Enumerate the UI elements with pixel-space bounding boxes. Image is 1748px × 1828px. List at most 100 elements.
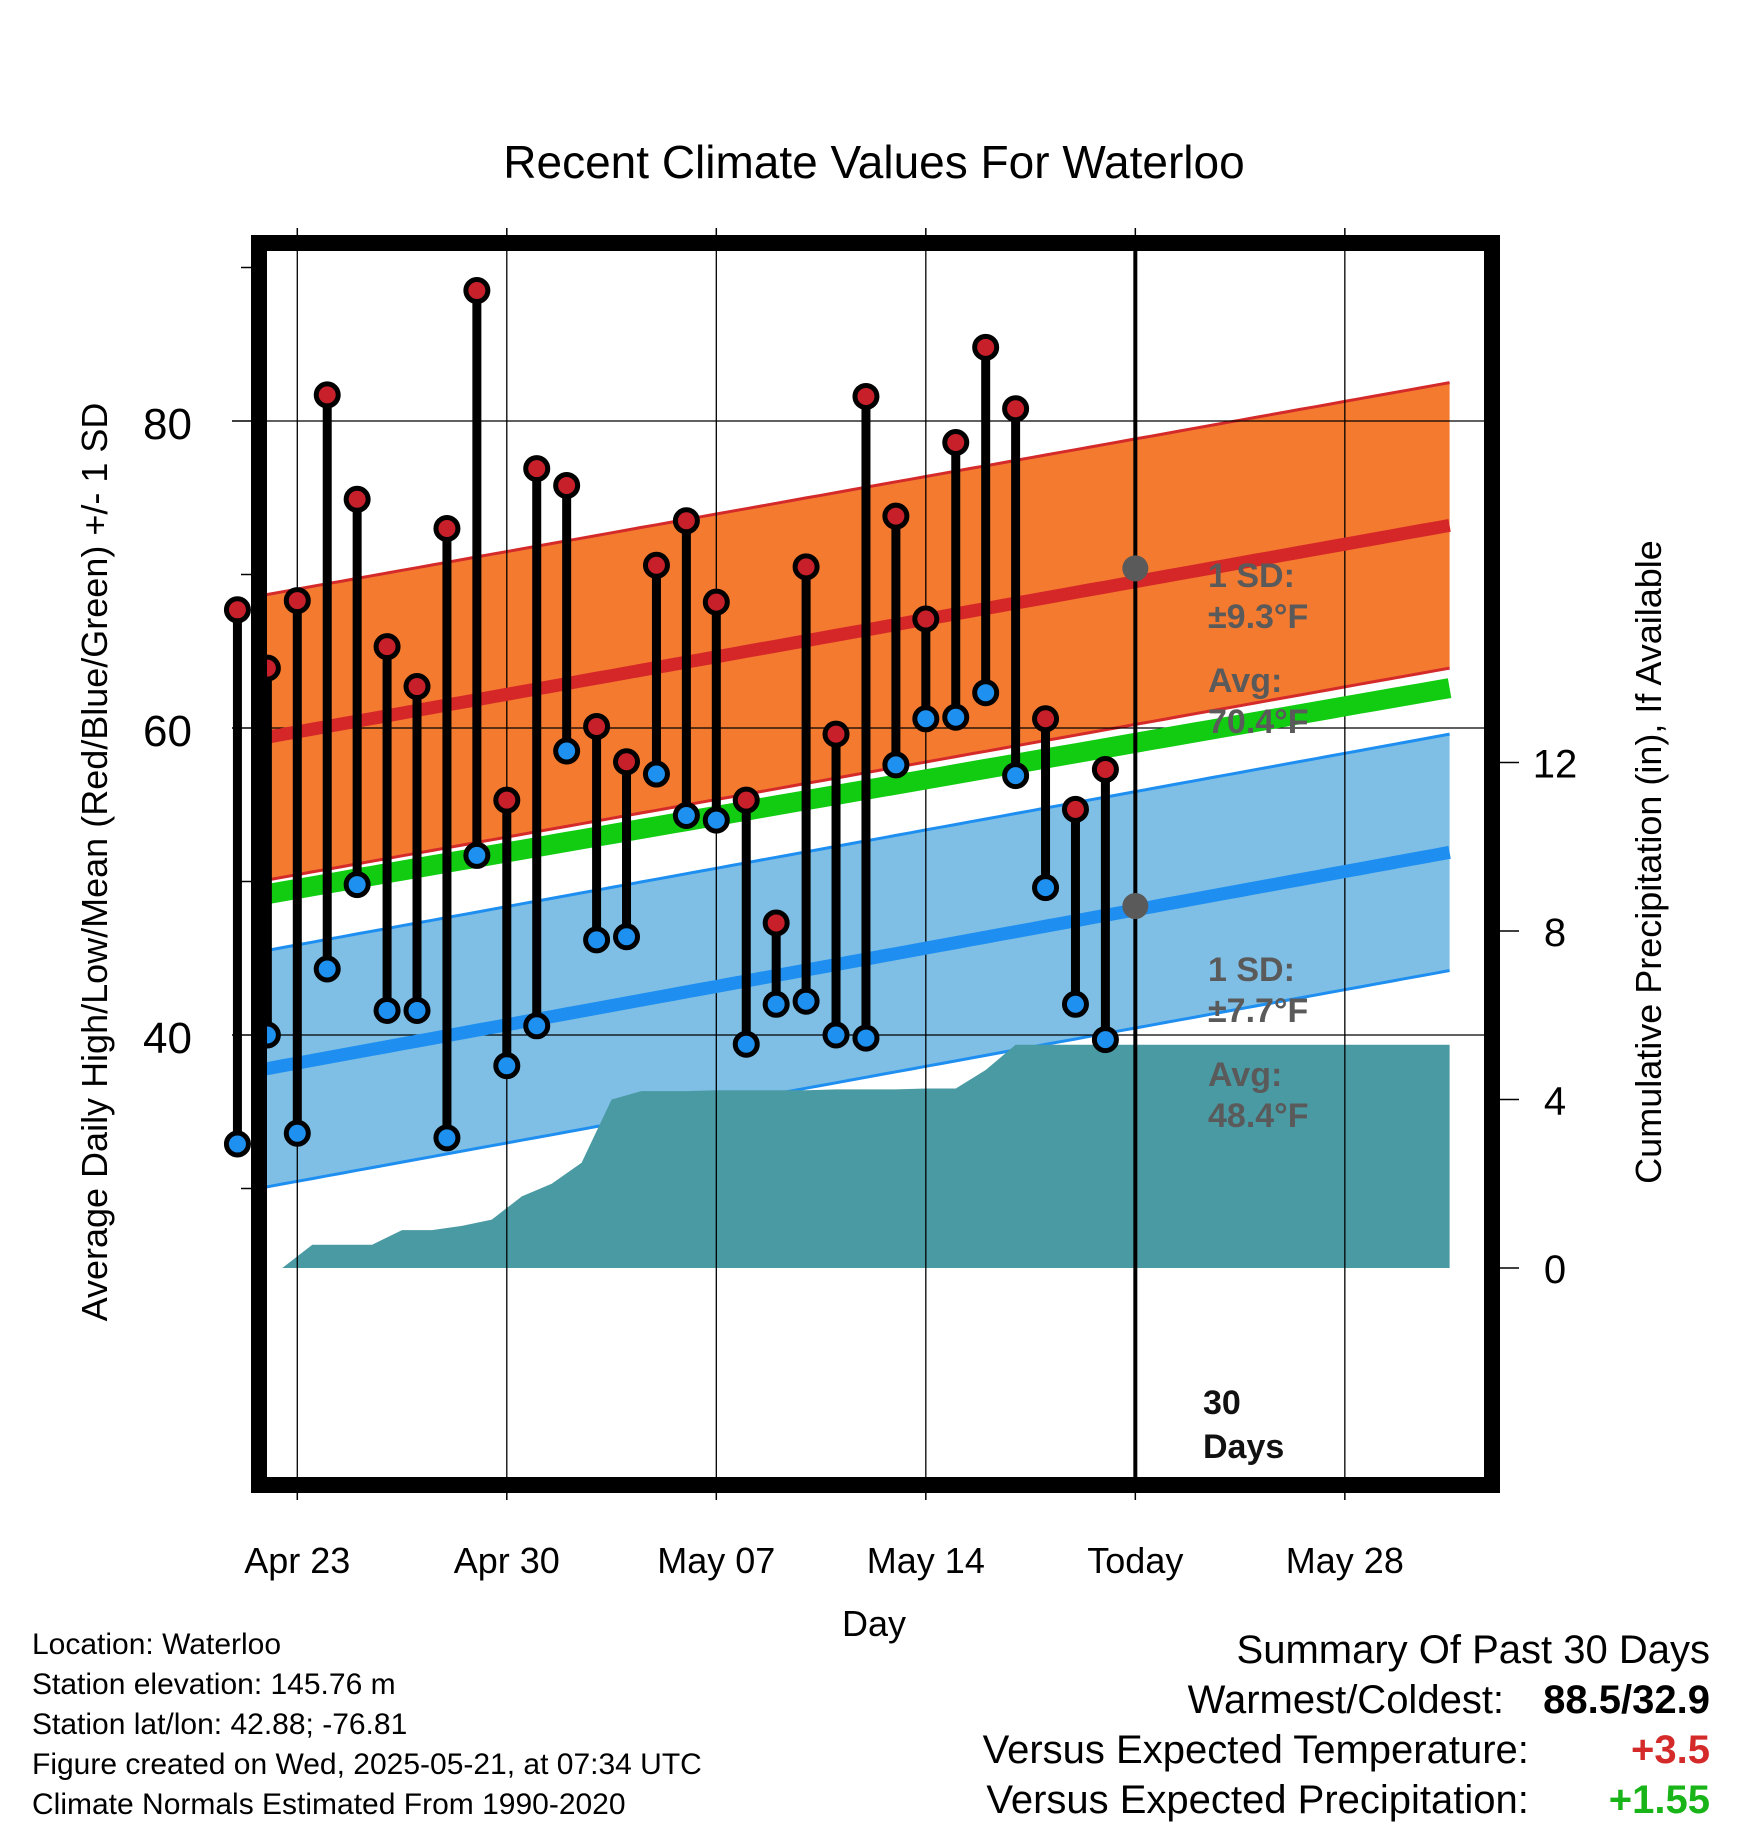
left-axis-label: Average Daily High/Low/Mean (Red/Blue/Gr… xyxy=(74,403,115,1322)
days-count-label: 30 xyxy=(1203,1384,1241,1422)
axes: Apr 23 Apr 30 May 07 May 14 Today May 2840608… xyxy=(143,228,1577,1581)
location-text: Location: Waterloo xyxy=(32,1628,282,1661)
high-temp-point xyxy=(523,455,551,483)
low-temp-point xyxy=(403,996,431,1024)
low-temp-point xyxy=(553,737,581,765)
temperature-departure-row: Versus Expected Temperature: +3.5 xyxy=(983,1725,1710,1775)
high-band-upper-edge xyxy=(265,381,1450,597)
low-temp-point xyxy=(433,1124,461,1152)
low-temp-point xyxy=(672,801,700,829)
days-word-label: Days xyxy=(1203,1428,1284,1466)
high-temp-point xyxy=(792,553,820,581)
low-temp-point xyxy=(223,1130,251,1158)
high-temp-point xyxy=(1091,755,1119,783)
temperature-departure-value: +3.5 xyxy=(1631,1728,1710,1772)
low-temp-point xyxy=(732,1030,760,1058)
x-tick-label: May 07 xyxy=(657,1540,775,1581)
low-temp-point xyxy=(942,703,970,731)
high-temp-point xyxy=(283,587,311,615)
high-temp-point xyxy=(403,673,431,701)
warmest-coldest-row: Warmest/Coldest: 88.5/32.9 xyxy=(983,1675,1710,1725)
summary-panel: Summary Of Past 30 Days Warmest/Coldest:… xyxy=(983,1625,1710,1825)
low-temp-point xyxy=(373,996,401,1024)
right-y-tick-label: 4 xyxy=(1544,1080,1566,1124)
high-temp-point xyxy=(373,633,401,661)
low-temp-point xyxy=(313,955,341,983)
low-temp-point xyxy=(1032,874,1060,902)
low-sd-label: 1 SD: xyxy=(1208,951,1295,989)
x-tick-label: Apr 30 xyxy=(454,1540,560,1581)
high-temp-point xyxy=(822,720,850,748)
high-temp-point xyxy=(343,485,371,513)
high-temp-point xyxy=(852,382,880,410)
low-normal-line xyxy=(265,845,1451,1076)
low-temp-point xyxy=(283,1119,311,1147)
high-temp-point xyxy=(223,596,251,624)
low-temp-point xyxy=(972,679,1000,707)
high-temp-point xyxy=(762,909,790,937)
right-y-tick-label: 0 xyxy=(1544,1248,1566,1292)
y-tick-label: 80 xyxy=(143,400,192,449)
low-temp-point xyxy=(882,751,910,779)
high-temp-point xyxy=(1032,705,1060,733)
precip-area xyxy=(282,1044,1450,1268)
warmest-coldest-label: Warmest/Coldest: xyxy=(1187,1678,1505,1722)
right-y-tick-label: 12 xyxy=(1533,743,1578,787)
low-temp-point xyxy=(792,987,820,1015)
low-temp-point xyxy=(583,926,611,954)
high-temp-point xyxy=(613,748,641,776)
low-temp-point xyxy=(613,923,641,951)
warmest-coldest-value: 88.5/32.9 xyxy=(1543,1678,1710,1722)
high-avg-today-point xyxy=(1122,555,1149,582)
low-temp-point xyxy=(523,1012,551,1040)
high-sd-label: 1 SD: xyxy=(1208,557,1295,595)
low-band-lower-edge xyxy=(265,969,1450,1189)
y-tick-label: 40 xyxy=(143,1014,192,1063)
daily-bars xyxy=(223,277,1119,1158)
low-sd-value: ±7.7°F xyxy=(1208,992,1308,1030)
precipitation-departure-value: +1.55 xyxy=(1608,1778,1710,1822)
high-temp-point xyxy=(972,333,1000,361)
low-temp-point xyxy=(1061,990,1089,1018)
high-temp-point xyxy=(702,588,730,616)
low-avg-today-point xyxy=(1122,893,1149,920)
x-tick-label: May 14 xyxy=(867,1540,985,1581)
low-avg-value: 48.4°F xyxy=(1208,1097,1309,1135)
high-temp-point xyxy=(1002,395,1030,423)
normals-text: Climate Normals Estimated From 1990-2020 xyxy=(32,1788,626,1821)
high-temp-point xyxy=(732,786,760,814)
low-temp-point xyxy=(762,990,790,1018)
high-temp-point xyxy=(493,786,521,814)
x-tick-label: May 28 xyxy=(1286,1540,1404,1581)
high-temp-point xyxy=(553,471,581,499)
x-tick-label: Today xyxy=(1087,1540,1183,1581)
low-temp-point xyxy=(1002,762,1030,790)
high-temp-point xyxy=(1061,795,1089,823)
right-axis-label: Cumulative Precipitation (in), If Availa… xyxy=(1628,540,1669,1184)
low-temp-point xyxy=(1091,1026,1119,1054)
precipitation-area xyxy=(282,1044,1450,1268)
low-temp-point xyxy=(493,1052,521,1080)
elevation-text: Station elevation: 145.76 m xyxy=(32,1668,396,1701)
high-temp-point xyxy=(583,712,611,740)
high-sd-value: ±9.3°F xyxy=(1208,598,1308,636)
low-temp-point xyxy=(912,705,940,733)
high-temp-point xyxy=(882,502,910,530)
latlon-text: Station lat/lon: 42.88; -76.81 xyxy=(32,1708,408,1741)
y-tick-label: 60 xyxy=(143,707,192,756)
high-temp-point xyxy=(642,551,670,579)
low-avg-label: Avg: xyxy=(1208,1056,1282,1094)
low-temp-point xyxy=(642,760,670,788)
high-temp-point xyxy=(433,514,461,542)
low-temp-point xyxy=(463,841,491,869)
low-temp-point xyxy=(852,1024,880,1052)
today-annotation: 1 SD: ±9.3°F Avg: 70.4°F 1 SD: ±7.7°F Av… xyxy=(1122,555,1309,1466)
high-temp-point xyxy=(912,605,940,633)
precipitation-departure-label: Versus Expected Precipitation: xyxy=(986,1778,1529,1822)
created-text: Figure created on Wed, 2025-05-21, at 07… xyxy=(32,1748,702,1781)
temperature-departure-label: Versus Expected Temperature: xyxy=(982,1728,1529,1772)
high-temp-point xyxy=(463,277,491,305)
low-temp-point xyxy=(822,1021,850,1049)
chart-title: Recent Climate Values For Waterloo xyxy=(503,136,1244,188)
